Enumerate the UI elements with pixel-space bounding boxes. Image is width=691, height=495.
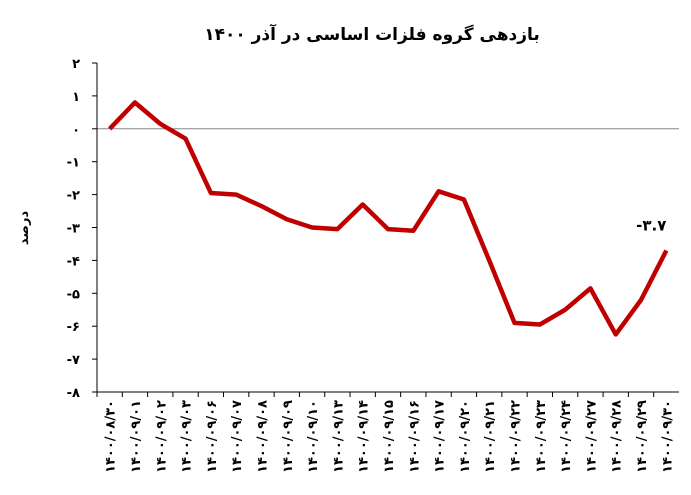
y-tick-label: ۲ bbox=[72, 57, 80, 72]
y-tick-label: -۱ bbox=[67, 156, 80, 171]
data-label: -۳.۷ bbox=[636, 217, 666, 235]
x-tick-label: ۱۴۰۰/۰۹/۲۱ bbox=[483, 400, 498, 473]
y-tick-label: -۲ bbox=[67, 189, 80, 204]
y-tick-label: -۸ bbox=[67, 386, 80, 401]
x-tick-label: ۱۴۰۰/۰۹/۲۸ bbox=[610, 400, 625, 473]
data-line bbox=[108, 100, 669, 337]
y-tick-label: ۱ bbox=[72, 90, 80, 105]
x-tick-label: ۱۴۰۰/۰۹/۲۳ bbox=[534, 400, 549, 473]
chart-title: بازدهی گروه فلزات اساسی در آذر ۱۴۰۰ bbox=[204, 23, 540, 45]
x-tick-label: ۱۴۰۰/۰۸/۳۰ bbox=[104, 400, 119, 473]
x-tick-label: ۱۴۰۰/۰۹/۲۹ bbox=[635, 400, 650, 473]
y-tick-label: -۳ bbox=[67, 222, 80, 237]
x-tick-label: ۱۴۰۰/۰۹/۲۷ bbox=[584, 400, 599, 473]
x-tick-label: ۱۴۰۰/۰۹/۱۶ bbox=[407, 400, 422, 473]
x-tick-label: ۱۴۰۰/۰۹/۰۸ bbox=[255, 400, 270, 473]
y-tick-label: -۵ bbox=[67, 287, 80, 302]
x-tick-label: ۱۴۰۰/۰۹/۰۱ bbox=[129, 400, 144, 473]
x-tick-label: ۱۴۰۰/۰۹/۰۷ bbox=[230, 400, 245, 473]
x-tick-label: ۱۴۰۰/۰۹/۲۰ bbox=[458, 400, 473, 473]
x-tick-label: ۱۴۰۰/۰۹/۱۳ bbox=[331, 400, 346, 473]
x-tick-label: ۱۴۰۰/۰۹/۲۴ bbox=[559, 400, 574, 473]
x-tick-label: ۱۴۰۰/۰۹/۱۴ bbox=[357, 400, 372, 473]
y-tick-label: ۰ bbox=[72, 123, 80, 138]
x-tick-label: ۱۴۰۰/۰۹/۱۵ bbox=[382, 400, 397, 473]
x-tick-label: ۱۴۰۰/۰۹/۱۷ bbox=[433, 400, 448, 473]
x-tick-label: ۱۴۰۰/۰۹/۰۳ bbox=[180, 400, 195, 473]
y-tick-label: -۶ bbox=[67, 320, 80, 335]
y-tick-label: -۷ bbox=[67, 353, 80, 368]
x-tick-label: ۱۴۰۰/۰۹/۳۰ bbox=[660, 400, 675, 473]
y-tick-label: -۴ bbox=[67, 254, 80, 269]
x-tick-label: ۱۴۰۰/۰۹/۲۲ bbox=[509, 400, 524, 473]
x-tick-label: ۱۴۰۰/۰۹/۱۰ bbox=[306, 400, 321, 473]
x-tick-label: ۱۴۰۰/۰۹/۰۲ bbox=[154, 400, 169, 473]
y-axis-label: درصد bbox=[17, 211, 32, 246]
x-tick-label: ۱۴۰۰/۰۹/۰۹ bbox=[281, 400, 296, 473]
x-tick-label: ۱۴۰۰/۰۹/۰۶ bbox=[205, 400, 220, 473]
